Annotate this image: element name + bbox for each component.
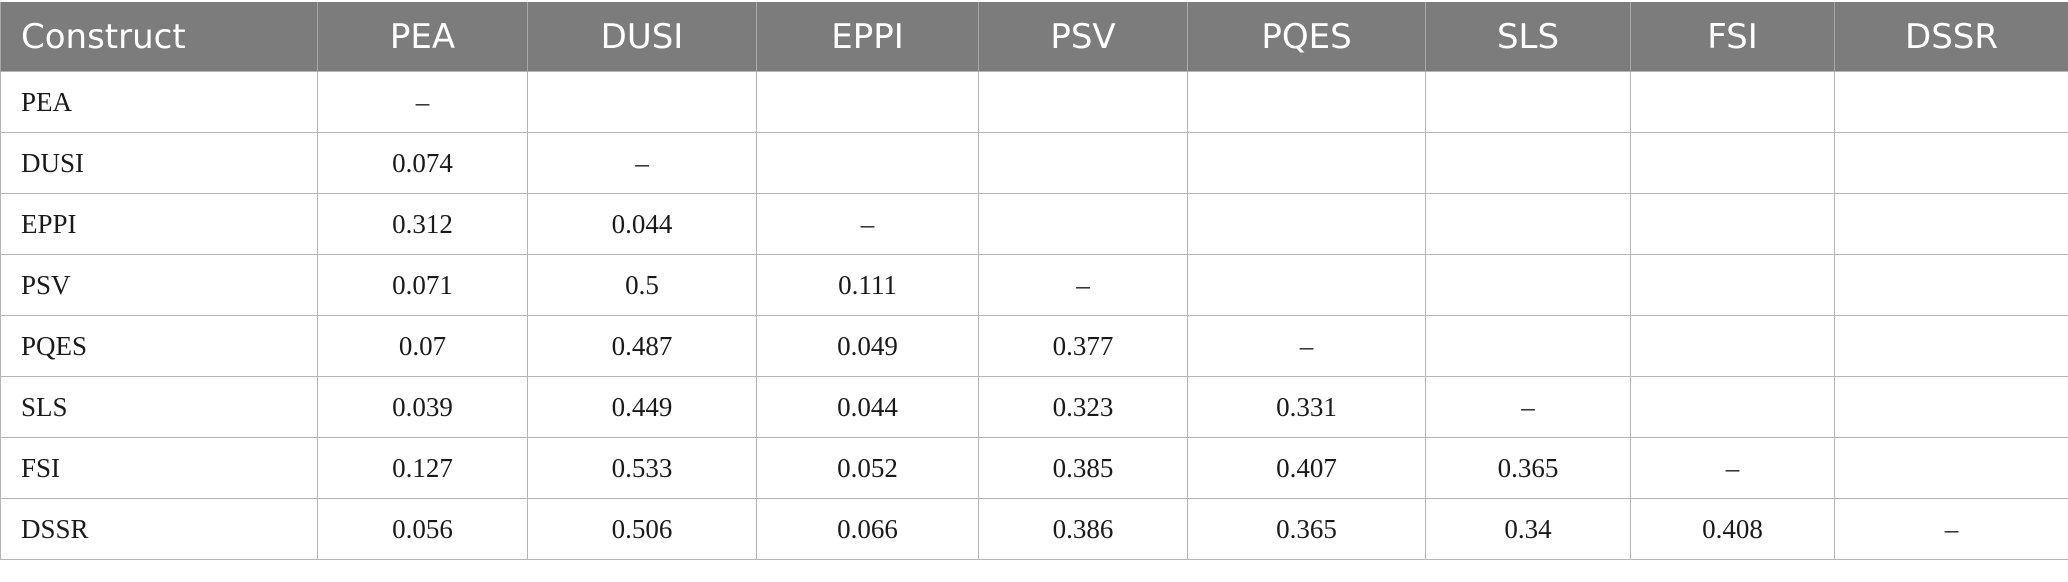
header-eppi: EPPI <box>756 2 979 72</box>
header-pea: PEA <box>317 2 528 72</box>
table-cell: 0.408 <box>1630 498 1835 560</box>
header-dusi: DUSI <box>527 2 757 72</box>
table-cell <box>1425 254 1631 316</box>
table-cell <box>1630 193 1835 255</box>
table-cell <box>1630 71 1835 133</box>
table-cell <box>1630 132 1835 194</box>
table-row: DUSI 0.074 – <box>0 132 2068 194</box>
table-cell: 0.5 <box>527 254 757 316</box>
table-cell: – <box>1834 498 2068 560</box>
header-dssr: DSSR <box>1834 2 2068 72</box>
table-cell: 0.323 <box>978 376 1188 438</box>
table-cell: 0.07 <box>317 315 528 377</box>
table-cell <box>1425 132 1631 194</box>
table-row: FSI 0.127 0.533 0.052 0.385 0.407 0.365 … <box>0 437 2068 499</box>
table-cell <box>1425 71 1631 133</box>
table-row: PQES 0.07 0.487 0.049 0.377 – <box>0 315 2068 377</box>
header-pqes: PQES <box>1187 2 1426 72</box>
table-cell: 0.127 <box>317 437 528 499</box>
table-cell: – <box>1425 376 1631 438</box>
table-cell: 0.044 <box>756 376 979 438</box>
table-cell <box>1630 315 1835 377</box>
table-cell <box>1834 71 2068 133</box>
header-row: Construct PEA DUSI EPPI PSV PQES SLS FSI… <box>0 2 2068 72</box>
table-cell <box>978 193 1188 255</box>
row-label: DUSI <box>0 132 318 194</box>
table-cell: 0.066 <box>756 498 979 560</box>
table-cell <box>1425 315 1631 377</box>
row-label: EPPI <box>0 193 318 255</box>
table-cell <box>756 71 979 133</box>
table-cell: 0.365 <box>1425 437 1631 499</box>
correlation-table: Construct PEA DUSI EPPI PSV PQES SLS FSI… <box>0 2 2068 560</box>
table-cell <box>1187 254 1426 316</box>
table-cell: 0.056 <box>317 498 528 560</box>
table-cell: 0.111 <box>756 254 979 316</box>
header-psv: PSV <box>978 2 1188 72</box>
row-label: FSI <box>0 437 318 499</box>
table-cell: 0.331 <box>1187 376 1426 438</box>
table-cell: 0.044 <box>527 193 757 255</box>
table-cell: – <box>756 193 979 255</box>
table-cell <box>1834 437 2068 499</box>
row-label: PEA <box>0 71 318 133</box>
table-cell <box>1630 376 1835 438</box>
row-label: DSSR <box>0 498 318 560</box>
table-cell <box>527 71 757 133</box>
table-cell: 0.506 <box>527 498 757 560</box>
table-cell: 0.365 <box>1187 498 1426 560</box>
table-cell <box>1187 71 1426 133</box>
table-cell: – <box>317 71 528 133</box>
table-cell: 0.533 <box>527 437 757 499</box>
table-cell: 0.052 <box>756 437 979 499</box>
header-fsi: FSI <box>1630 2 1835 72</box>
header-construct: Construct <box>0 2 318 72</box>
table-cell <box>1834 254 2068 316</box>
table-cell: – <box>1187 315 1426 377</box>
table-cell <box>1630 254 1835 316</box>
table-cell: 0.039 <box>317 376 528 438</box>
table-row: PEA – <box>0 71 2068 133</box>
table-cell <box>1834 193 2068 255</box>
table-cell: 0.407 <box>1187 437 1426 499</box>
table-cell <box>1187 132 1426 194</box>
table-cell: 0.449 <box>527 376 757 438</box>
table-cell <box>978 132 1188 194</box>
row-label: PSV <box>0 254 318 316</box>
table-cell <box>1425 193 1631 255</box>
row-label: SLS <box>0 376 318 438</box>
table-row: EPPI 0.312 0.044 – <box>0 193 2068 255</box>
table-cell: – <box>527 132 757 194</box>
table-cell <box>978 71 1188 133</box>
table-cell: – <box>1630 437 1835 499</box>
table-row: DSSR 0.056 0.506 0.066 0.386 0.365 0.34 … <box>0 498 2068 560</box>
table-cell <box>756 132 979 194</box>
table-cell <box>1834 315 2068 377</box>
table-cell: 0.377 <box>978 315 1188 377</box>
table-cell: 0.386 <box>978 498 1188 560</box>
table-cell <box>1187 193 1426 255</box>
table-row: PSV 0.071 0.5 0.111 – <box>0 254 2068 316</box>
table-cell: 0.049 <box>756 315 979 377</box>
table-cell: 0.34 <box>1425 498 1631 560</box>
row-label: PQES <box>0 315 318 377</box>
correlation-table-container: Construct PEA DUSI EPPI PSV PQES SLS FSI… <box>0 2 2068 560</box>
table-row: SLS 0.039 0.449 0.044 0.323 0.331 – <box>0 376 2068 438</box>
table-cell: 0.487 <box>527 315 757 377</box>
table-cell <box>1834 132 2068 194</box>
table-cell: – <box>978 254 1188 316</box>
header-sls: SLS <box>1425 2 1631 72</box>
table-cell <box>1834 376 2068 438</box>
table-cell: 0.312 <box>317 193 528 255</box>
table-cell: 0.385 <box>978 437 1188 499</box>
table-cell: 0.074 <box>317 132 528 194</box>
table-cell: 0.071 <box>317 254 528 316</box>
